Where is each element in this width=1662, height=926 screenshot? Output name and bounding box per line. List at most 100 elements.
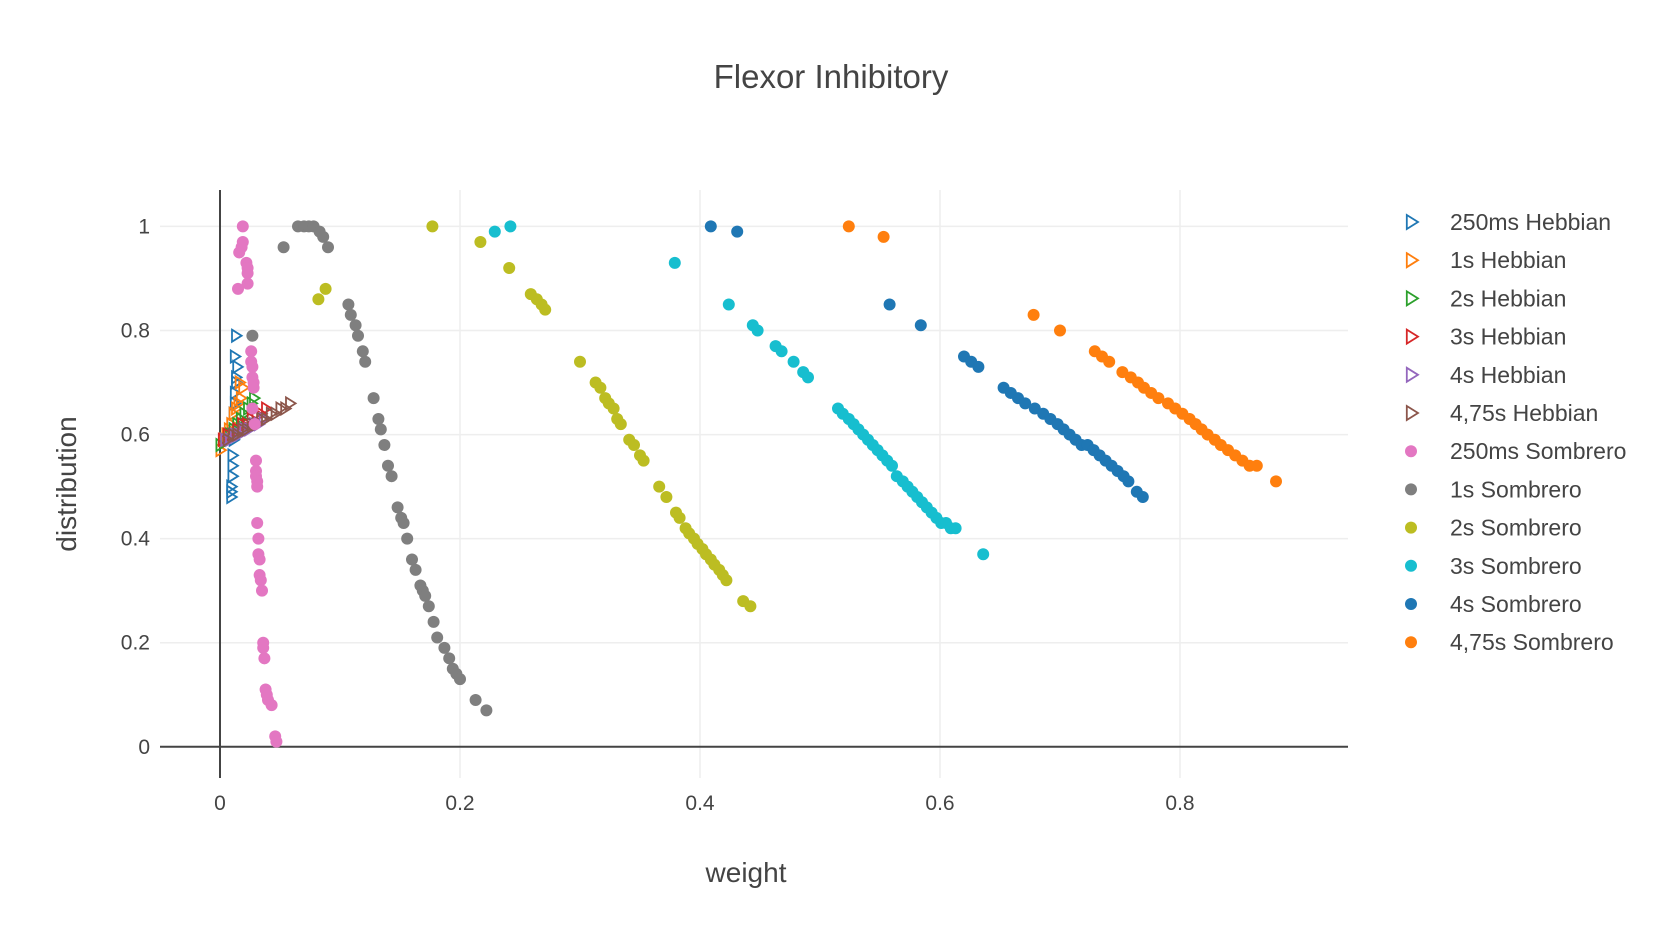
legend[interactable]: 250ms Hebbian 1s Hebbian 2s Hebbian 3s Hebb…: [1405, 209, 1626, 655]
legend-marker-icon: [1405, 445, 1417, 458]
legend-label: 2s Hebbian: [1450, 285, 1566, 311]
data-point: [322, 241, 334, 254]
data-point: [233, 246, 246, 259]
data-point: [504, 220, 517, 233]
data-point: [367, 392, 380, 405]
legend-item-3s-sombrero[interactable]: 3s Sombrero: [1405, 553, 1582, 579]
y-axis-title: distribution: [51, 416, 82, 551]
data-point: [231, 400, 244, 417]
legend-label: 3s Sombrero: [1450, 553, 1582, 579]
data-point: [426, 220, 439, 233]
data-point: [238, 380, 251, 396]
legend-label: 4,75s Sombrero: [1450, 629, 1614, 655]
data-point: [574, 355, 586, 368]
data-point: [250, 454, 262, 467]
data-point: [1019, 397, 1032, 410]
data-point: [480, 704, 493, 717]
data-point: [731, 225, 744, 238]
legend-marker-icon: [1405, 289, 1420, 308]
data-point: [245, 345, 258, 358]
series-4s-sombrero: [704, 220, 1149, 504]
data-point: [607, 402, 620, 415]
data-point: [228, 406, 241, 422]
data-point: [427, 615, 440, 628]
data-point: [235, 390, 249, 406]
data-point: [247, 381, 260, 394]
data-point: [249, 390, 262, 406]
legend-label: 1s Hebbian: [1450, 247, 1566, 273]
legend-label: 3s Hebbian: [1450, 324, 1566, 350]
data-point: [374, 423, 387, 436]
x-tick-labels: 0 0.2 0.4 0.6 0.8: [214, 792, 1194, 815]
legend-item-4s-hebbian[interactable]: 4s Hebbian: [1405, 362, 1567, 388]
data-point: [382, 459, 394, 472]
legend-marker-icon: [1405, 483, 1417, 496]
legend-marker-icon: [1405, 213, 1420, 231]
series-2s-sombrero: [312, 220, 757, 613]
data-point: [285, 395, 298, 411]
data-point: [252, 532, 265, 545]
data-point: [232, 359, 245, 375]
data-point: [422, 600, 435, 613]
legend-item-4-75s-hebbian[interactable]: 4,75s Hebbian: [1405, 400, 1599, 426]
data-point: [539, 303, 552, 316]
data-point: [469, 693, 482, 706]
data-point: [226, 416, 239, 432]
y-tick-label: 0: [138, 736, 150, 759]
data-point: [378, 438, 391, 451]
x-tick-label: 0: [214, 792, 226, 815]
legend-item-3s-hebbian[interactable]: 3s Hebbian: [1405, 324, 1567, 350]
data-point: [385, 470, 398, 483]
legend-item-2s-hebbian[interactable]: 2s Hebbian: [1405, 285, 1567, 311]
data-point: [344, 308, 357, 321]
data-point: [614, 418, 627, 431]
chart-title: Flexor Inhibitory: [714, 58, 949, 95]
legend-item-4s-sombrero[interactable]: 4s Sombrero: [1405, 591, 1582, 617]
data-point: [227, 447, 240, 464]
y-tick-label: 0.2: [121, 632, 150, 655]
legend-label: 4s Hebbian: [1450, 362, 1566, 388]
data-point: [914, 319, 927, 332]
data-point: [258, 652, 271, 665]
data-point: [419, 589, 432, 602]
y-tick-labels: 0 0.2 0.4 0.6 0.8 1: [121, 215, 151, 758]
data-point: [842, 220, 855, 233]
data-point: [977, 548, 990, 561]
data-point: [751, 324, 764, 337]
legend-marker-icon: [1405, 404, 1420, 422]
grid-lines: [160, 190, 1348, 778]
legend-label: 250ms Hebbian: [1450, 209, 1611, 235]
legend-label: 2s Sombrero: [1450, 515, 1582, 541]
data-point: [653, 480, 666, 493]
data-point: [431, 631, 444, 644]
legend-item-2s-sombrero[interactable]: 2s Sombrero: [1405, 515, 1582, 541]
legend-item-250ms-sombrero[interactable]: 250ms Sombrero: [1405, 438, 1626, 464]
data-point: [229, 348, 243, 365]
data-point: [232, 282, 244, 295]
legend-item-4-75s-sombrero[interactable]: 4,75s Sombrero: [1405, 629, 1614, 655]
legend-marker-icon: [1405, 327, 1420, 346]
legend-marker-icon: [1405, 366, 1420, 384]
data-point: [1103, 355, 1116, 368]
x-tick-label: 0.4: [685, 792, 715, 815]
data-point: [391, 501, 404, 514]
data-point: [229, 385, 243, 401]
data-point: [349, 319, 362, 332]
data-point: [248, 418, 261, 431]
data-point: [253, 553, 266, 566]
series-250ms-sombrero: [232, 220, 283, 748]
data-point: [277, 241, 290, 254]
data-point: [254, 574, 267, 587]
legend-item-250ms-hebbian[interactable]: 250ms Hebbian: [1405, 209, 1611, 235]
x-tick-label: 0.8: [1165, 792, 1194, 815]
x-tick-label: 0.2: [445, 792, 474, 815]
legend-item-1s-sombrero[interactable]: 1s Sombrero: [1405, 476, 1582, 502]
data-point: [241, 267, 254, 280]
data-point: [438, 641, 451, 654]
legend-marker-icon: [1405, 251, 1420, 269]
legend-marker-icon: [1405, 521, 1417, 534]
legend-marker-icon: [1405, 598, 1417, 610]
legend-item-1s-hebbian[interactable]: 1s Hebbian: [1405, 247, 1567, 273]
y-tick-label: 1: [138, 215, 150, 238]
